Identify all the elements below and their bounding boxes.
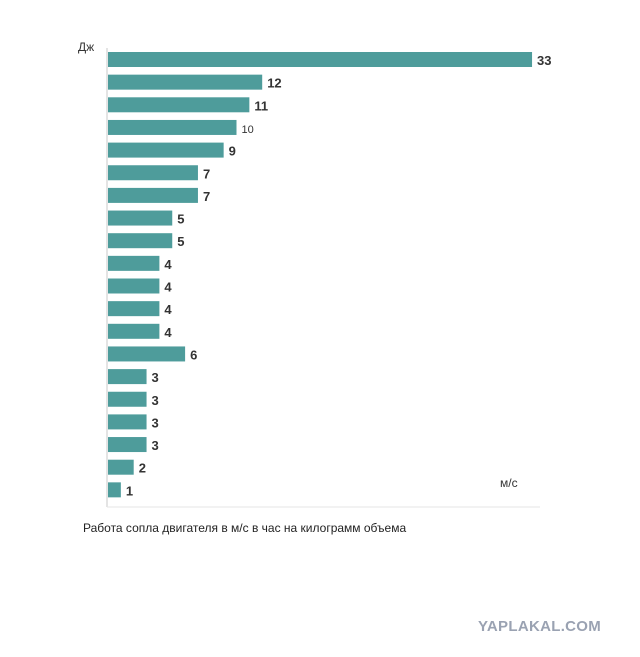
x-axis-label: м/с [500, 476, 518, 490]
bar-18 [108, 437, 147, 453]
bar-1 [108, 52, 533, 67]
bar-11 [108, 278, 160, 294]
bar-value-label-14: 6 [190, 347, 197, 362]
bar-3 [108, 97, 250, 113]
bar-value-label-17: 3 [152, 415, 159, 430]
bar-19 [108, 459, 134, 475]
bar-value-label-1: 33 [537, 53, 551, 68]
bar-16 [108, 391, 147, 407]
bar-value-label-6: 7 [203, 166, 210, 181]
bar-value-label-20: 1 [126, 483, 133, 498]
bar-value-label-7: 7 [203, 189, 210, 204]
bar-value-label-11: 4 [164, 280, 172, 295]
bar-value-label-12: 4 [164, 302, 172, 317]
chart-caption: Работа сопла двигателя в м/с в час на ки… [83, 521, 407, 535]
y-axis-label: Дж [78, 40, 94, 54]
bar-4 [108, 119, 237, 135]
bar-value-label-3: 11 [254, 98, 268, 113]
bar-2 [108, 74, 263, 90]
bar-17 [108, 414, 147, 430]
bar-value-label-5: 9 [229, 144, 236, 159]
bar-value-label-4: 10 [242, 124, 254, 136]
bar-15 [108, 369, 147, 385]
bar-value-label-2: 12 [267, 76, 281, 91]
bar-value-label-13: 4 [164, 325, 172, 340]
bar-value-label-18: 3 [152, 438, 159, 453]
bar-10 [108, 255, 160, 271]
bar-value-label-10: 4 [164, 257, 172, 272]
bar-20 [108, 482, 121, 498]
bar-9 [108, 233, 173, 249]
bar-value-label-16: 3 [152, 393, 159, 408]
bar-13 [108, 323, 160, 339]
bar-12 [108, 301, 160, 317]
bar-6 [108, 165, 198, 181]
bar-5 [108, 142, 224, 158]
bar-14 [108, 346, 186, 362]
bar-value-label-15: 3 [152, 370, 159, 385]
bar-value-label-9: 5 [177, 234, 184, 249]
watermark-logo: YAPLAKAL.COM [478, 618, 602, 635]
bar-value-label-19: 2 [139, 461, 146, 476]
bar-value-label-8: 5 [177, 212, 184, 227]
bar-8 [108, 210, 173, 226]
bar-7 [108, 187, 198, 203]
